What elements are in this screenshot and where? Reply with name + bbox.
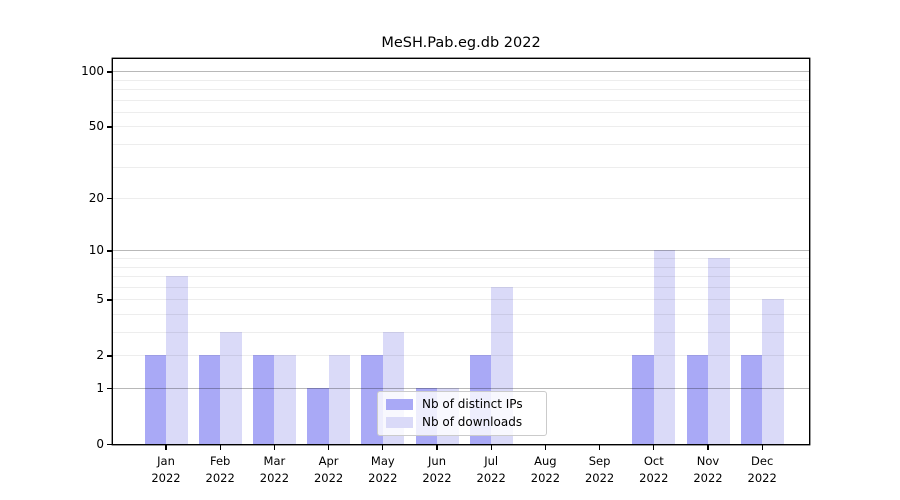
legend: Nb of distinct IPs Nb of downloads xyxy=(377,391,547,436)
x-axis-tick-label: Dec 2022 xyxy=(747,454,777,485)
x-axis-tick-label: Mar 2022 xyxy=(259,454,290,485)
gridline-minor xyxy=(113,79,809,81)
y-axis-tick-label: 1 xyxy=(96,381,104,395)
x-axis-tick-mark xyxy=(707,444,709,450)
x-axis-tick-mark xyxy=(761,444,763,450)
gridline-minor xyxy=(113,355,809,357)
legend-label-downloads: Nb of downloads xyxy=(422,415,523,429)
y-axis-tick-label: 2 xyxy=(96,348,104,363)
x-axis-tick-label: Nov 2022 xyxy=(693,454,723,485)
gridline-minor xyxy=(113,144,809,146)
x-axis-tick-mark xyxy=(165,444,167,450)
bar-distinct-ips-jan xyxy=(144,355,166,444)
y-axis-tick-label: 20 xyxy=(88,191,104,206)
x-axis-tick-mark xyxy=(436,444,438,450)
x-axis-tick-mark xyxy=(544,444,547,450)
chart-title: MeSH.Pab.eg.db 2022 xyxy=(381,35,541,51)
bar-downloads-jan xyxy=(166,276,188,444)
gridline-minor xyxy=(113,313,809,315)
legend-item-distinct-ips: Nb of distinct IPs xyxy=(386,397,538,412)
y-axis-tick-label: 50 xyxy=(88,119,104,134)
x-axis-tick-label: Sep 2022 xyxy=(584,454,615,485)
gridline-major xyxy=(113,250,809,252)
x-axis-tick-label: Oct 2022 xyxy=(639,454,669,485)
x-axis-tick-mark xyxy=(327,444,330,450)
gridline-minor xyxy=(113,126,809,128)
x-axis-tick-mark xyxy=(653,444,655,450)
gridline-minor xyxy=(113,266,809,268)
legend-swatch-distinct-ips xyxy=(386,399,413,410)
legend-label-distinct-ips: Nb of distinct IPs xyxy=(422,397,523,411)
plot-area xyxy=(113,59,809,444)
y-axis-tick-label: 5 xyxy=(96,292,104,307)
bar-downloads-apr xyxy=(328,355,351,444)
gridline-minor xyxy=(113,276,809,278)
bar-distinct-ips-feb xyxy=(198,355,221,444)
y-axis-tick-mark xyxy=(107,126,113,128)
x-axis-tick-label: Jun 2022 xyxy=(422,454,452,485)
y-axis-tick-label: 0 xyxy=(96,437,104,451)
bar-distinct-ips-dec xyxy=(740,355,763,444)
bar-distinct-ips-mar xyxy=(252,355,275,444)
y-axis-tick-mark xyxy=(107,444,113,446)
bar-downloads-dec xyxy=(762,299,784,444)
x-axis-tick-label: Feb 2022 xyxy=(205,454,235,485)
x-axis-tick-label: Apr 2022 xyxy=(313,454,344,485)
y-axis-tick-mark xyxy=(107,71,113,73)
x-axis-tick-mark xyxy=(382,444,384,450)
x-axis-tick-mark xyxy=(598,444,601,450)
y-axis-tick-mark xyxy=(107,355,113,357)
y-axis-tick-label: 10 xyxy=(88,243,104,258)
y-axis-tick-mark xyxy=(107,388,113,390)
bar-distinct-ips-oct xyxy=(632,355,654,444)
gridline-minor xyxy=(113,286,809,288)
bar-downloads-nov xyxy=(708,258,730,444)
gridline-minor xyxy=(113,198,809,200)
x-axis-tick-label: Aug 2022 xyxy=(530,454,561,485)
gridline-minor xyxy=(113,258,809,259)
x-axis-tick-mark xyxy=(273,444,276,450)
gridline-major xyxy=(113,388,809,389)
legend-swatch-downloads xyxy=(386,417,413,428)
x-axis-tick-mark xyxy=(490,444,492,450)
bar-downloads-feb xyxy=(220,332,242,444)
y-axis-tick-mark xyxy=(107,198,113,200)
y-axis-tick-label: 100 xyxy=(81,64,104,79)
x-axis-tick-label: Jul 2022 xyxy=(476,454,506,485)
bar-distinct-ips-nov xyxy=(686,355,708,444)
legend-item-downloads: Nb of downloads xyxy=(386,415,538,430)
bar-distinct-ips-apr xyxy=(307,388,329,444)
gridline-minor xyxy=(113,332,809,334)
x-axis-tick-label: May 2022 xyxy=(368,454,398,485)
y-axis-tick-mark xyxy=(107,250,113,252)
y-axis-tick-mark xyxy=(107,299,113,301)
gridline-minor xyxy=(113,299,809,301)
gridline-minor xyxy=(113,166,809,168)
bar-downloads-oct xyxy=(653,250,676,444)
gridline-minor xyxy=(113,99,809,101)
bar-downloads-mar xyxy=(274,355,296,444)
gridline-minor xyxy=(113,111,809,113)
x-axis-tick-mark xyxy=(219,444,221,450)
gridline-major xyxy=(113,71,809,73)
gridline-minor xyxy=(113,89,809,91)
x-axis-tick-label: Jan 2022 xyxy=(151,454,181,485)
